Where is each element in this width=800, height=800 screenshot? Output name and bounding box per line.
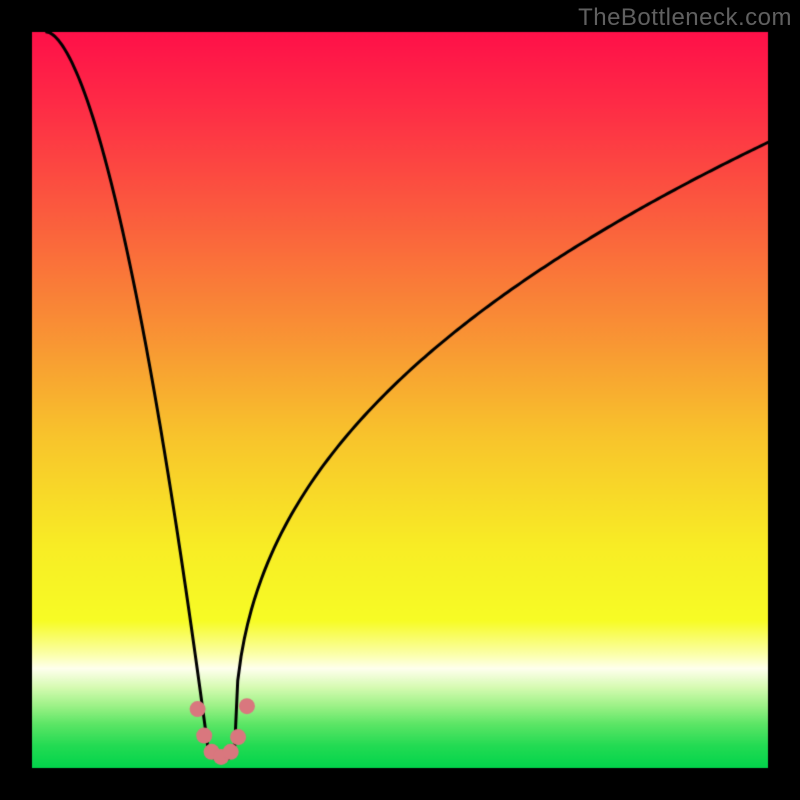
bottleneck-chart-canvas xyxy=(0,0,800,800)
watermark-text: TheBottleneck.com xyxy=(578,4,792,32)
chart-stage: TheBottleneck.com xyxy=(0,0,800,800)
